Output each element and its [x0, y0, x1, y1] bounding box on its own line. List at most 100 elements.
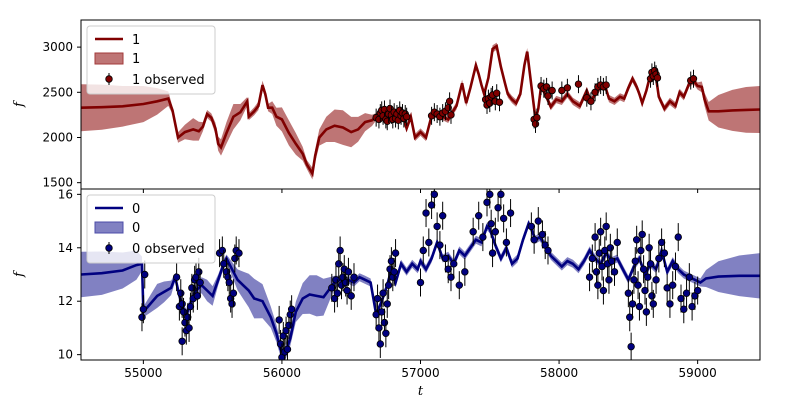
x-tick-label: 57000 [401, 366, 439, 380]
observed-point [430, 190, 439, 199]
observed-point [534, 217, 542, 225]
observed-point [382, 329, 390, 337]
x-tick-label: 58000 [540, 366, 578, 380]
observed-point [229, 289, 238, 297]
observed-point [594, 281, 602, 289]
observed-point [588, 254, 597, 263]
y-tick-label: 1500 [42, 176, 73, 190]
observed-point [469, 228, 477, 236]
observed-point [660, 249, 669, 257]
observed-point [196, 278, 204, 287]
observed-point [502, 238, 511, 247]
observed-point [632, 236, 641, 244]
legend-point-swatch [105, 244, 113, 252]
observed-point [193, 292, 202, 300]
observed-point [624, 289, 633, 297]
observed-point [644, 273, 652, 281]
legend-line-label: 1 [132, 33, 140, 48]
observed-point [178, 337, 186, 345]
mean-line [81, 220, 760, 358]
observed-point [655, 254, 663, 263]
observed-point [497, 190, 505, 199]
observed-point [220, 260, 228, 268]
observed-point [487, 220, 495, 228]
observed-point [680, 305, 688, 313]
observed-point [689, 75, 698, 83]
observed-point [425, 238, 433, 247]
observed-point [402, 113, 411, 121]
observed-point [677, 294, 685, 303]
observed-point [682, 289, 691, 297]
observed-point [344, 268, 353, 276]
legend: 1 1 1 observed [86, 25, 216, 95]
observed-point [626, 313, 634, 321]
observed-point [475, 212, 483, 220]
observed-point [606, 244, 615, 252]
x-tick-label: 55000 [124, 366, 162, 380]
observed-point [447, 111, 455, 119]
y-tick-label: 3000 [42, 40, 73, 54]
observed-point [195, 268, 203, 276]
observed-point [493, 89, 501, 97]
observed-point [433, 222, 441, 231]
observed-point [138, 313, 146, 321]
observed-point [630, 276, 638, 284]
observed-point [419, 246, 427, 255]
observed-point [628, 300, 637, 308]
observed-point [666, 300, 674, 308]
observed-point [455, 281, 463, 289]
y-tick-label: 2500 [42, 85, 73, 99]
observed-point [685, 273, 694, 281]
observed-point [390, 268, 398, 276]
observed-point [450, 260, 458, 268]
observed-point [527, 222, 536, 231]
legend-point-swatch [105, 75, 113, 83]
observed-point [591, 233, 599, 241]
observed-point [416, 278, 425, 287]
observed-point [343, 286, 351, 295]
observed-point [645, 244, 653, 252]
observed-point [373, 294, 382, 303]
uncertainty-band [81, 219, 760, 360]
legend-line-label: 0 [132, 202, 140, 217]
observed-point [376, 340, 385, 348]
observed-point [275, 316, 283, 324]
legend-box [86, 25, 216, 95]
observed-point [494, 204, 502, 212]
observed-point [646, 260, 655, 268]
observed-point [602, 222, 610, 231]
observed-point [441, 254, 450, 263]
observed-point [287, 305, 296, 313]
observed-point [387, 257, 396, 265]
observed-point [225, 278, 233, 287]
observed-point [177, 289, 185, 297]
x-axis-label: t [418, 384, 424, 399]
observed-point [669, 281, 677, 289]
observed-point [228, 300, 236, 308]
observed-point [533, 113, 541, 122]
observed-point [599, 286, 608, 295]
observed-point [538, 230, 547, 239]
observed-point [378, 308, 386, 316]
observed-point [531, 120, 540, 128]
legend-points-label: 1 observed [132, 73, 205, 88]
plot-area [81, 42, 760, 180]
legend-band-label: 0 [132, 221, 140, 236]
observed-point [585, 273, 594, 281]
observed-point [641, 286, 649, 295]
observed-point [172, 273, 181, 281]
observed-point [674, 233, 682, 241]
observed-point [605, 276, 613, 284]
observed-point [634, 281, 642, 289]
observed-point [336, 246, 344, 255]
observed-point [178, 300, 186, 308]
observed-point [653, 74, 662, 82]
observed-point [544, 246, 552, 255]
observed-point [587, 97, 595, 106]
observed-point [283, 345, 292, 354]
observed-point [657, 238, 666, 247]
observed-point [544, 92, 552, 100]
observed-point [610, 268, 619, 276]
observed-point [383, 300, 391, 308]
